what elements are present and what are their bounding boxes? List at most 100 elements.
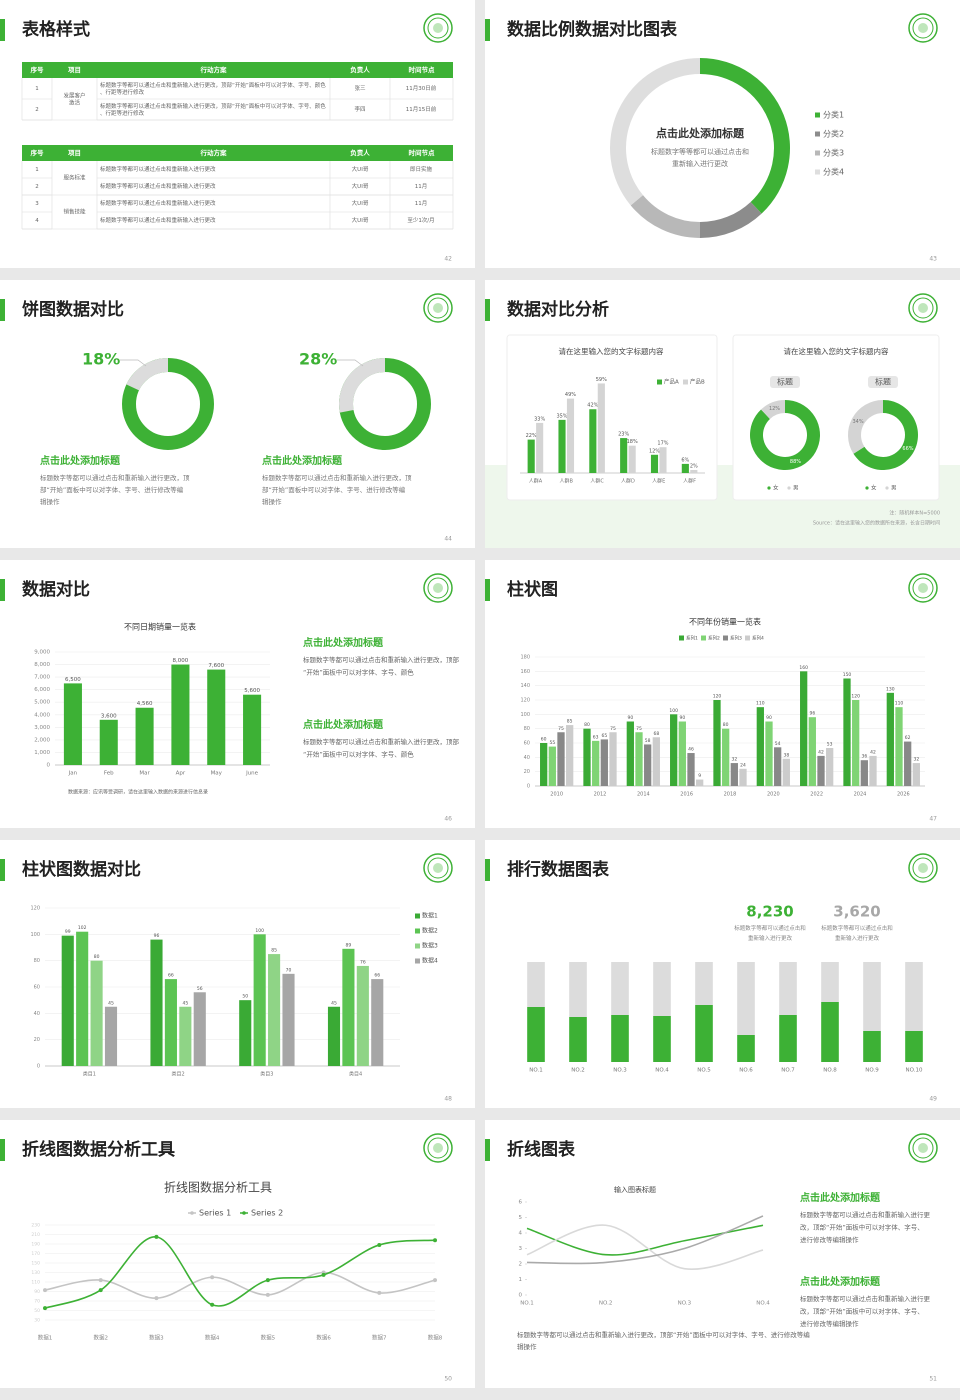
bar-segment (905, 1031, 923, 1062)
cell-no: 1 (35, 167, 39, 173)
y-tick-label: 80 (524, 726, 530, 732)
data-label: 80 (94, 954, 100, 960)
bar (678, 721, 686, 786)
table-header-cell: 序号 (30, 148, 45, 157)
bar (670, 714, 678, 786)
data-label: 66 (168, 973, 174, 979)
data-label: 160 (799, 665, 808, 671)
y-tick-label: 2,000 (34, 737, 50, 743)
legend-label: 数据3 (422, 942, 438, 950)
x-tick-label: 数据4 (205, 1334, 220, 1342)
footnote: Source：请在这里输入您的数据所在来源，长含日期时间 (813, 520, 940, 527)
y-tick-label: 40 (34, 1011, 40, 1017)
donut-segment (610, 58, 700, 206)
title-accent (485, 299, 490, 321)
title-accent (0, 859, 5, 881)
cell-project: 销售技能 (63, 208, 86, 216)
stat-text: 标题数字等都可以通过点击和重新输入进行更改 (821, 924, 893, 942)
x-tick-label: June (245, 771, 259, 777)
bar (193, 992, 206, 1066)
donut-segment (700, 58, 790, 214)
bar-segment (527, 1007, 545, 1062)
x-tick-label: NO.5 (697, 1068, 711, 1074)
value-label: 18% (82, 350, 120, 369)
legend-label: 产品B (690, 378, 705, 386)
bar (135, 707, 154, 765)
leader-line (337, 359, 364, 367)
slide: 数据比例数据对比图表 43 分类1 分类2 分类3 分类4 点击此处添加标题标题数字等等都可… (485, 0, 960, 268)
legend-label: 系列3 (730, 635, 742, 642)
legend-label: 系列2 (708, 635, 720, 642)
legend-marker (885, 486, 889, 490)
bar (690, 469, 698, 473)
value-label: 28% (299, 350, 337, 369)
line-marker (433, 1238, 437, 1243)
slide-title: 柱状图 (507, 579, 558, 600)
slide: 排行数据图表 49 8,230 标题数字等都可以通过点击和重新输入进行更改 3,620 标… (485, 840, 960, 1108)
data-label: 66% (902, 446, 913, 452)
slide-title: 数据对比分析 (507, 299, 609, 320)
line-marker (210, 1302, 215, 1307)
bar (681, 463, 689, 473)
cell-owner: 大UI哥 (352, 216, 369, 224)
legend-label: Series 2 (251, 1209, 283, 1218)
title-accent (0, 579, 5, 601)
data-label: 4,560 (137, 701, 153, 707)
page-number: 43 (929, 256, 937, 263)
bar (99, 719, 118, 765)
data-label: 88% (790, 459, 801, 465)
cell-time: 11月15日前 (406, 105, 437, 113)
x-tick-label: NO.10 (906, 1068, 923, 1074)
data-label: 42 (870, 749, 876, 755)
title-accent (485, 579, 490, 601)
stat-value: 8,230 (746, 903, 793, 921)
slide-background (485, 1120, 960, 1388)
center-title: 点击此处添加标题 (656, 126, 745, 140)
x-tick-label: 2026 (897, 792, 910, 798)
cell-plan: 标题数字等都可以通过点击和重新输入进行更改，顶部“开始”面板中可以对字体、字号、… (100, 102, 326, 117)
block-heading: 点击此处添加标题 (303, 718, 384, 731)
y-tick-label: 20 (34, 1037, 40, 1043)
y-tick-label: 0 (519, 1293, 523, 1299)
bar-segment (737, 1035, 755, 1062)
line-marker (98, 1288, 103, 1293)
x-tick-label: 数据7 (372, 1334, 387, 1342)
legend-label: 分类2 (823, 129, 844, 139)
block-text: 标题数字等都可以通过点击和重新输入进行更改，顶部“开始”面板中可以对字体、字号、… (800, 1294, 931, 1328)
x-tick-label: 人群D (621, 478, 635, 485)
x-tick-label: 数据1 (38, 1334, 53, 1342)
bar (104, 1006, 118, 1066)
y-tick-label: 50 (34, 1308, 40, 1314)
page-number: 44 (444, 536, 452, 543)
bar (652, 737, 660, 786)
legend-label: 产品A (664, 378, 679, 386)
cell-owner: 大UI哥 (352, 165, 369, 173)
legend-label: 分类4 (823, 167, 844, 177)
line-marker (377, 1290, 382, 1295)
table-header-cell: 负责人 (350, 148, 370, 157)
bar-segment (779, 1015, 797, 1062)
data-label: 75 (558, 726, 564, 732)
data-label: 45 (331, 1000, 337, 1006)
y-tick-label: 2 (519, 1262, 523, 1268)
bar-segment (653, 1016, 671, 1062)
slide-background (0, 1120, 475, 1388)
data-label: 110 (895, 701, 904, 707)
data-label: 75 (636, 726, 642, 732)
line-marker (265, 1292, 270, 1297)
bar (243, 694, 262, 765)
legend-label: 女 (871, 484, 877, 492)
x-tick-label: NO.1 (520, 1301, 533, 1307)
bar (886, 692, 894, 786)
data-label: 90 (679, 715, 685, 721)
bar-segment (569, 962, 587, 1017)
cell-plan: 标题数字等都可以通过点击和重新输入进行更改 (100, 199, 216, 207)
bar (592, 740, 600, 786)
legend-marker (815, 169, 820, 175)
x-tick-label: 2010 (550, 792, 563, 798)
block-text: 标题数字等都可以通过点击和重新输入进行更改，顶部“开始”面板中可以对字体、字号、… (800, 1210, 931, 1244)
y-tick-label: 9,000 (34, 650, 50, 656)
data-label: 32 (913, 757, 919, 763)
data-label: 6,500 (65, 677, 81, 683)
